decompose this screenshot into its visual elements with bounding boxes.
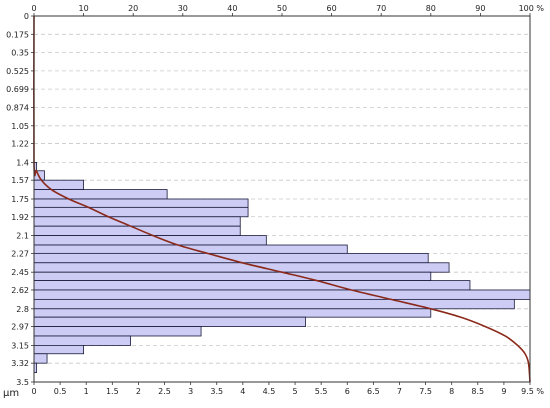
bottom-axis-tick-label: 2	[136, 387, 141, 396]
bars-layer	[33, 161, 531, 373]
y-axis: 0 0.175 0.35 0.525 0.699 0.874 1.05 1.22 1.4 1.57…	[6, 12, 34, 387]
top-axis-tick-label: 40	[227, 4, 237, 13]
histogram-bar	[33, 225, 241, 236]
y-axis-tick-label: 1.22	[11, 140, 29, 149]
bottom-axis: 0 0.5 1 1.5 2 2.5 3 3.5 4 4.5 5 5.5 6 6.5 7 7.5 8 8.5 9 9.5…	[31, 382, 544, 396]
top-axis-tick-label: 80	[426, 4, 436, 13]
y-axis-tick-label: 0.525	[6, 67, 29, 76]
histogram-bar	[33, 271, 432, 281]
histogram-bar	[33, 316, 306, 327]
top-axis-tick-label: 90	[475, 4, 485, 13]
y-unit-label: µm	[3, 388, 19, 399]
y-axis-tick-label: 1.92	[11, 213, 29, 222]
histogram-bar	[33, 216, 241, 227]
histogram-bar	[33, 235, 267, 246]
y-axis-tick-label: 1.57	[11, 176, 29, 185]
y-axis-tick-label: 3.32	[11, 359, 29, 368]
bottom-axis-tick-label: 5	[293, 387, 298, 396]
y-axis-tick-label: 2.27	[11, 249, 29, 258]
histogram-bar	[33, 298, 515, 310]
y-axis-tick-label: 3.5	[16, 378, 29, 387]
top-axis-tick-label: 30	[178, 4, 188, 13]
y-axis-tick-label: 0	[24, 12, 29, 21]
bottom-axis-tick-label: 7	[397, 387, 402, 396]
histogram-bar	[33, 326, 202, 337]
bottom-axis-tick-label: 9	[501, 387, 506, 396]
y-axis-tick-label: 1.75	[11, 195, 29, 204]
y-axis-tick-label: 0.874	[6, 103, 29, 112]
top-axis-tick-label: 20	[128, 4, 138, 13]
histogram-bar	[33, 262, 450, 273]
y-axis-tick-label: 0.35	[11, 49, 29, 58]
bottom-axis-tick-label: 8.5	[471, 387, 484, 396]
bottom-axis-tick-label: 3.5	[210, 387, 223, 396]
bottom-axis-tick-label: 4	[240, 387, 245, 396]
y-axis-tick-label: 2.62	[11, 286, 29, 295]
bottom-axis-tick-label: 2.5	[158, 387, 171, 396]
y-axis-tick-label: 3.15	[11, 341, 29, 350]
top-axis-tick-label: 70	[376, 4, 386, 13]
histogram-bar	[33, 252, 429, 264]
y-axis-tick-label: 2.45	[11, 268, 29, 277]
bottom-axis-tick-label: 6	[345, 387, 350, 396]
curve-layer	[33, 15, 531, 383]
y-axis-tick-label: 0.175	[6, 30, 29, 39]
bottom-axis-tick-label: 0	[31, 387, 36, 396]
y-axis-tick-label: 1.4	[16, 158, 29, 167]
top-axis-tick-label: 10	[79, 4, 89, 13]
bottom-axis-tick-label: 7.5	[419, 387, 432, 396]
histogram-bar	[33, 353, 48, 364]
histogram-bar	[33, 280, 471, 291]
histogram-bar	[33, 206, 249, 218]
histogram-bar	[33, 198, 249, 208]
y-axis-tick-label: 2.97	[11, 323, 29, 332]
y-axis-tick-label: 2.8	[16, 305, 29, 314]
histogram-bar	[33, 335, 131, 346]
top-axis-tick-label: 0	[31, 4, 36, 13]
bottom-axis-tick-label: 4.5	[263, 387, 276, 396]
y-axis-tick-label: 0.699	[6, 85, 29, 94]
histogram-bar	[33, 289, 531, 300]
histogram-bar	[33, 308, 432, 318]
bottom-axis-tick-label: 8	[449, 387, 454, 396]
bottom-axis-tick-label: 0.5	[54, 387, 67, 396]
top-axis-tick-label: 100 %	[519, 4, 545, 13]
y-axis-tick-label: 1.05	[11, 122, 29, 131]
y-axis-tick-label: 2.1	[16, 232, 29, 241]
cumulative-curve	[33, 15, 531, 383]
bottom-axis-tick-label: 1.5	[106, 387, 119, 396]
top-axis: 0 10 20 30 40 50 60 70 80 90 100 %	[31, 4, 544, 16]
bottom-axis-tick-label: 3	[188, 387, 193, 396]
bottom-axis-tick-label: 6.5	[367, 387, 380, 396]
bottom-axis-tick-label: 9.5 %	[521, 387, 544, 396]
top-axis-tick-label: 60	[327, 4, 337, 13]
bottom-axis-tick-label: 1	[84, 387, 89, 396]
histogram-bar	[33, 179, 84, 190]
top-axis-tick-label: 50	[277, 4, 287, 13]
bottom-axis-tick-label: 5.5	[315, 387, 328, 396]
histogram-bar	[33, 344, 84, 355]
